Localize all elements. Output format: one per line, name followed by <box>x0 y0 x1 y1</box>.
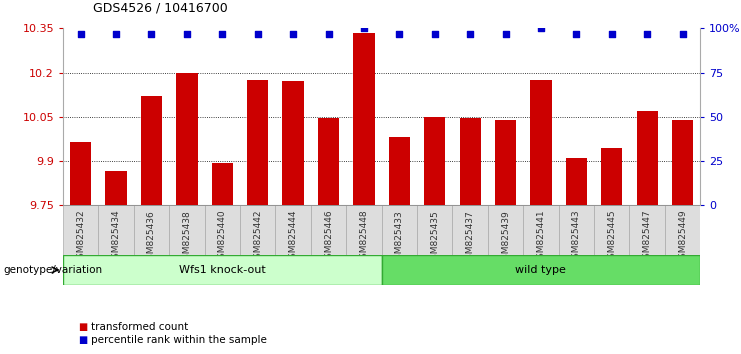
Bar <box>141 96 162 205</box>
Text: GSM825437: GSM825437 <box>465 210 475 264</box>
Bar <box>389 137 410 205</box>
Bar <box>134 205 169 269</box>
Point <box>571 31 582 36</box>
Text: GSM825446: GSM825446 <box>324 210 333 264</box>
Bar <box>346 205 382 269</box>
Point <box>358 25 370 31</box>
Text: wild type: wild type <box>516 265 566 275</box>
Text: GSM825436: GSM825436 <box>147 210 156 264</box>
Bar <box>63 205 99 269</box>
Bar <box>665 205 700 269</box>
Bar <box>382 205 417 269</box>
Text: GSM825444: GSM825444 <box>288 210 298 264</box>
Point <box>110 31 122 36</box>
Point <box>252 31 264 36</box>
Text: percentile rank within the sample: percentile rank within the sample <box>91 335 267 345</box>
Text: genotype/variation: genotype/variation <box>4 265 103 275</box>
Point <box>535 25 547 31</box>
Text: ■: ■ <box>78 322 87 332</box>
Point <box>145 31 157 36</box>
Bar <box>282 81 304 205</box>
Text: GSM825440: GSM825440 <box>218 210 227 264</box>
Bar <box>601 148 622 205</box>
Text: GSM825439: GSM825439 <box>501 210 510 264</box>
Text: Wfs1 knock-out: Wfs1 knock-out <box>179 265 266 275</box>
Text: transformed count: transformed count <box>91 322 188 332</box>
Text: GSM825433: GSM825433 <box>395 210 404 264</box>
Point <box>288 31 299 36</box>
Point <box>181 31 193 36</box>
Text: GSM825443: GSM825443 <box>572 210 581 264</box>
Bar <box>453 205 488 269</box>
Point <box>606 31 618 36</box>
Text: GSM825447: GSM825447 <box>642 210 651 264</box>
Bar <box>99 205 134 269</box>
Point <box>216 31 228 36</box>
Bar <box>310 205 346 269</box>
Bar <box>276 205 310 269</box>
Bar <box>169 205 205 269</box>
Text: GSM825449: GSM825449 <box>678 210 687 264</box>
Text: GSM825448: GSM825448 <box>359 210 368 264</box>
Bar <box>531 80 551 205</box>
Bar <box>417 205 453 269</box>
Text: GSM825434: GSM825434 <box>112 210 121 264</box>
Point <box>464 31 476 36</box>
Bar <box>176 73 198 205</box>
Text: GDS4526 / 10416700: GDS4526 / 10416700 <box>93 1 227 14</box>
Bar <box>672 120 693 205</box>
Point <box>677 31 688 36</box>
Bar <box>594 205 629 269</box>
Bar <box>424 117 445 205</box>
Bar <box>353 33 374 205</box>
Bar <box>63 255 382 285</box>
Bar <box>212 162 233 205</box>
Bar <box>495 120 516 205</box>
Point <box>75 31 87 36</box>
Bar <box>488 205 523 269</box>
Bar <box>523 205 559 269</box>
Point <box>322 31 334 36</box>
Point <box>393 31 405 36</box>
Point <box>499 31 511 36</box>
Bar <box>240 205 276 269</box>
Point <box>641 31 653 36</box>
Text: GSM825445: GSM825445 <box>607 210 617 264</box>
Bar <box>318 118 339 205</box>
Text: GSM825442: GSM825442 <box>253 210 262 264</box>
Point <box>429 31 441 36</box>
Bar <box>637 111 658 205</box>
Bar <box>105 171 127 205</box>
Bar <box>459 118 481 205</box>
Text: GSM825435: GSM825435 <box>431 210 439 264</box>
Bar <box>70 142 91 205</box>
Text: GSM825438: GSM825438 <box>182 210 191 264</box>
Bar <box>382 255 700 285</box>
Text: ■: ■ <box>78 335 87 345</box>
Bar <box>565 158 587 205</box>
Bar <box>629 205 665 269</box>
Bar <box>247 80 268 205</box>
Bar <box>559 205 594 269</box>
Bar <box>205 205 240 269</box>
Text: GSM825441: GSM825441 <box>536 210 545 264</box>
Text: GSM825432: GSM825432 <box>76 210 85 264</box>
